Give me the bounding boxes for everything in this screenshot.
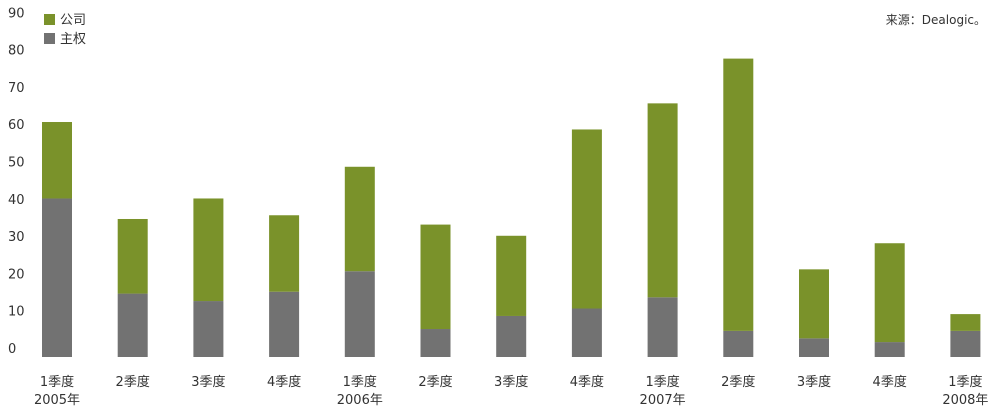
legend-label: 主权 [60,31,86,47]
bar-segment-corporate [420,224,451,330]
y-tick-label: 60 [8,118,25,133]
x-tick-label: 2季度 [116,374,150,390]
bar-segment-corporate [723,58,754,331]
bar-segment-sovereign [647,297,678,357]
y-tick-label: 90 [8,6,25,21]
bar-segment-sovereign [193,301,224,357]
bars [42,58,981,357]
y-tick-label: 0 [8,342,16,357]
x-tick-label: 3季度 [191,374,225,390]
bar-segment-sovereign [874,342,905,357]
x-tick-label: 1季度 [645,374,679,390]
legend-swatch [44,14,55,25]
x-tick-label: 1季度 [948,374,982,390]
bar-segment-sovereign [723,330,754,357]
y-axis: 0 10 20 30 40 50 60 70 80 90 [8,6,25,357]
bar-segment-sovereign [799,338,829,357]
bar-segment-corporate [647,103,678,298]
x-tick-label: 4季度 [570,374,604,390]
bar-segment-sovereign [42,198,72,357]
y-tick-label: 20 [8,267,25,282]
year-label: 2006年 [337,393,383,406]
y-tick-label: 40 [8,193,25,208]
bar-segment-corporate [117,218,148,294]
source-note: 来源：Dealogic。 [886,13,986,27]
x-axis: 1季度 2季度 3季度 4季度 1季度 2季度 3季度 4季度 1季度 2季度 3季度 4季度 1季度 2… [34,374,988,406]
year-label: 2008年 [942,393,988,406]
bar-segment-corporate [193,198,224,302]
bar-segment-sovereign [420,329,451,357]
bar-segment-sovereign [950,330,981,357]
legend-label: 公司 [60,13,86,28]
bar-segment-corporate [571,129,602,309]
bar-segment-corporate [496,235,527,316]
x-tick-label: 2季度 [721,374,755,390]
year-label: 2005年 [34,393,80,406]
x-tick-label: 2季度 [418,374,452,390]
x-tick-label: 4季度 [873,374,907,390]
bar-segment-sovereign [117,293,148,357]
bar-segment-corporate [874,243,905,343]
bar-segment-sovereign [496,315,527,357]
y-tick-label: 10 [8,305,25,320]
bar-segment-sovereign [571,308,602,357]
y-tick-label: 80 [8,44,25,59]
x-tick-label: 3季度 [494,374,528,390]
x-tick-label: 1季度 [343,374,377,390]
x-tick-label: 3季度 [797,374,831,390]
legend-swatch [44,33,55,44]
bar-segment-sovereign [269,291,300,357]
y-tick-label: 30 [8,230,25,245]
y-tick-label: 50 [8,156,25,171]
x-tick-label: 1季度 [40,374,74,390]
bar-segment-corporate [950,314,981,331]
y-tick-label: 70 [8,81,25,96]
bar-segment-corporate [344,166,375,272]
bar-segment-corporate [269,215,300,292]
bar-segment-sovereign [344,271,375,357]
x-tick-label: 4季度 [267,374,301,390]
bar-segment-corporate [799,269,829,339]
year-label: 2007年 [640,393,686,406]
bar-segment-corporate [42,122,72,199]
